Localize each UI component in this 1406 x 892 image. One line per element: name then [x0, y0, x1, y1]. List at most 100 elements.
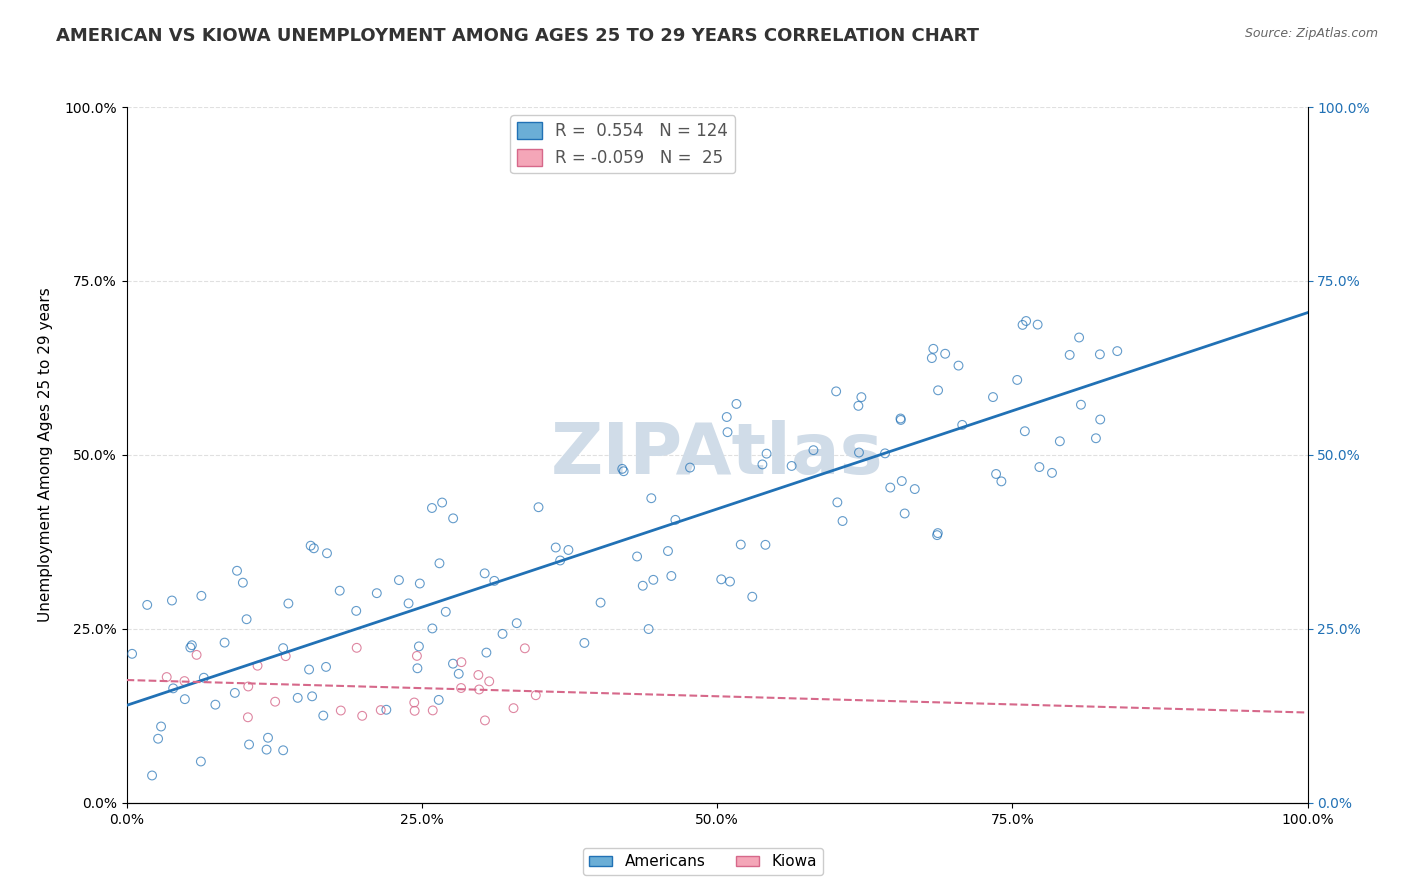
Point	[780, 458, 803, 473]
Point	[640, 491, 662, 506]
Point	[238, 680, 260, 694]
Point	[406, 661, 429, 675]
Point	[468, 682, 491, 697]
Point	[226, 564, 249, 578]
Point	[121, 647, 143, 661]
Point	[257, 731, 280, 745]
Point	[190, 755, 212, 769]
Point	[406, 648, 429, 663]
Point	[513, 641, 536, 656]
Point	[927, 526, 949, 541]
Point	[755, 447, 778, 461]
Point	[904, 482, 927, 496]
Point	[420, 501, 443, 516]
Point	[422, 703, 444, 717]
Point	[420, 622, 443, 636]
Point	[1014, 424, 1036, 438]
Point	[934, 347, 956, 361]
Point	[893, 507, 915, 521]
Point	[352, 708, 374, 723]
Point	[1084, 431, 1107, 445]
Point	[271, 743, 294, 757]
Point	[631, 579, 654, 593]
Point	[173, 692, 195, 706]
Point	[613, 464, 636, 478]
Text: AMERICAN VS KIOWA UNEMPLOYMENT AMONG AGES 25 TO 29 YEARS CORRELATION CHART: AMERICAN VS KIOWA UNEMPLOYMENT AMONG AGE…	[56, 27, 979, 45]
Point	[408, 640, 430, 654]
Point	[475, 646, 498, 660]
Point	[848, 399, 870, 413]
Point	[315, 660, 337, 674]
Y-axis label: Unemployment Among Ages 25 to 29 years: Unemployment Among Ages 25 to 29 years	[38, 287, 53, 623]
Point	[156, 670, 179, 684]
Point	[224, 686, 246, 700]
Point	[948, 359, 970, 373]
Point	[1011, 318, 1033, 332]
Point	[1049, 434, 1071, 449]
Point	[214, 635, 236, 649]
Point	[271, 641, 294, 656]
Point	[506, 616, 529, 631]
Point	[716, 409, 738, 424]
Point	[890, 474, 912, 488]
Point	[1059, 348, 1081, 362]
Point	[298, 663, 321, 677]
Point	[827, 495, 849, 509]
Point	[429, 557, 451, 571]
Point	[659, 569, 682, 583]
Point	[831, 514, 853, 528]
Point	[274, 649, 297, 664]
Point	[1026, 318, 1049, 332]
Point	[190, 589, 212, 603]
Point	[848, 445, 870, 459]
Point	[879, 481, 901, 495]
Point	[548, 553, 571, 567]
Point	[146, 731, 169, 746]
Point	[1088, 347, 1111, 361]
Point	[981, 390, 1004, 404]
Point	[484, 574, 506, 588]
Point	[851, 390, 873, 404]
Point	[889, 411, 911, 425]
Point	[346, 640, 368, 655]
Point	[246, 658, 269, 673]
Point	[524, 688, 547, 702]
Point	[238, 738, 260, 752]
Point	[1028, 460, 1050, 475]
Point	[491, 627, 513, 641]
Point	[441, 511, 464, 525]
Point	[950, 417, 973, 432]
Point	[287, 690, 309, 705]
Point	[637, 622, 659, 636]
Point	[1107, 344, 1129, 359]
Text: ZIPAtlas: ZIPAtlas	[551, 420, 883, 490]
Point	[1069, 330, 1091, 344]
Point	[643, 573, 665, 587]
Point	[527, 500, 550, 515]
Point	[921, 351, 943, 365]
Point	[803, 443, 825, 458]
Point	[173, 674, 195, 689]
Point	[312, 708, 335, 723]
Point	[927, 528, 949, 542]
Point	[370, 703, 392, 717]
Point	[718, 574, 741, 589]
Point	[664, 513, 686, 527]
Point	[366, 586, 388, 600]
Point	[404, 696, 426, 710]
Point	[160, 593, 183, 607]
Point	[427, 693, 450, 707]
Point	[450, 681, 472, 695]
Point	[1070, 398, 1092, 412]
Point	[434, 605, 457, 619]
Point	[193, 671, 215, 685]
Point	[299, 539, 322, 553]
Point	[409, 576, 432, 591]
Point	[574, 636, 596, 650]
Point	[447, 666, 470, 681]
Point	[1005, 373, 1028, 387]
Point	[204, 698, 226, 712]
Point	[256, 742, 278, 756]
Point	[502, 701, 524, 715]
Point	[236, 710, 259, 724]
